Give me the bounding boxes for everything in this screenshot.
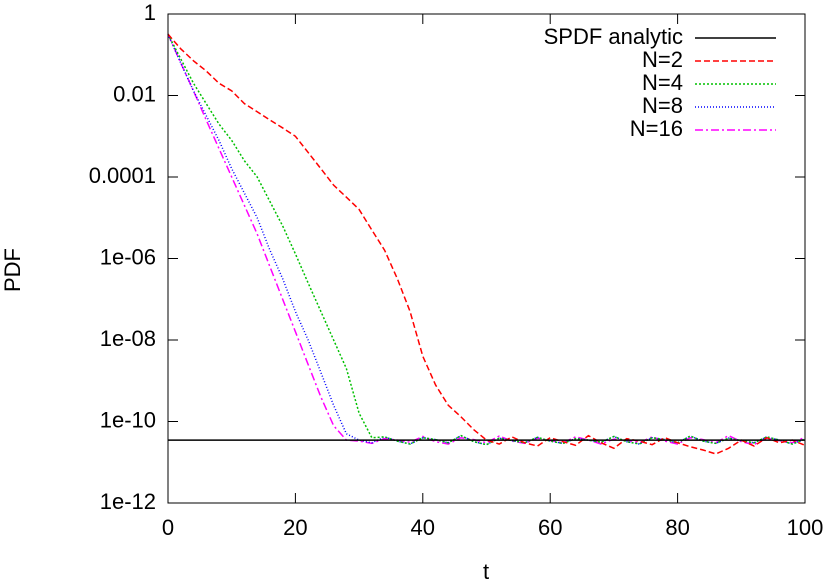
- y-axis-label: PDF: [0, 248, 25, 292]
- series-line: [167, 33, 806, 446]
- y-tick-label: 1e-12: [100, 489, 156, 514]
- legend-label: N=4: [642, 70, 683, 95]
- y-tick-label: 1: [144, 0, 156, 25]
- plot-frame: [167, 13, 806, 504]
- y-tick-label: 0.01: [113, 81, 156, 106]
- y-tick-label: 1e-10: [100, 407, 156, 432]
- x-tick-label: 20: [283, 515, 307, 540]
- y-tick-label: 1e-08: [100, 326, 156, 351]
- y-tick-label: 0.0001: [89, 163, 156, 188]
- series-line: [167, 33, 806, 446]
- x-axis-label: t: [483, 559, 489, 584]
- y-tick-label: 1e-06: [100, 244, 156, 269]
- x-tick-label: 80: [665, 515, 689, 540]
- legend-label: N=16: [630, 116, 683, 141]
- x-tick-label: 40: [411, 515, 435, 540]
- x-tick-label: 60: [538, 515, 562, 540]
- legend-label: SPDF analytic: [544, 24, 683, 49]
- legend-label: N=8: [642, 93, 683, 118]
- x-tick-label: 100: [787, 515, 824, 540]
- x-tick-label: 0: [162, 515, 174, 540]
- legend-label: N=2: [642, 47, 683, 72]
- series-line: [167, 33, 806, 455]
